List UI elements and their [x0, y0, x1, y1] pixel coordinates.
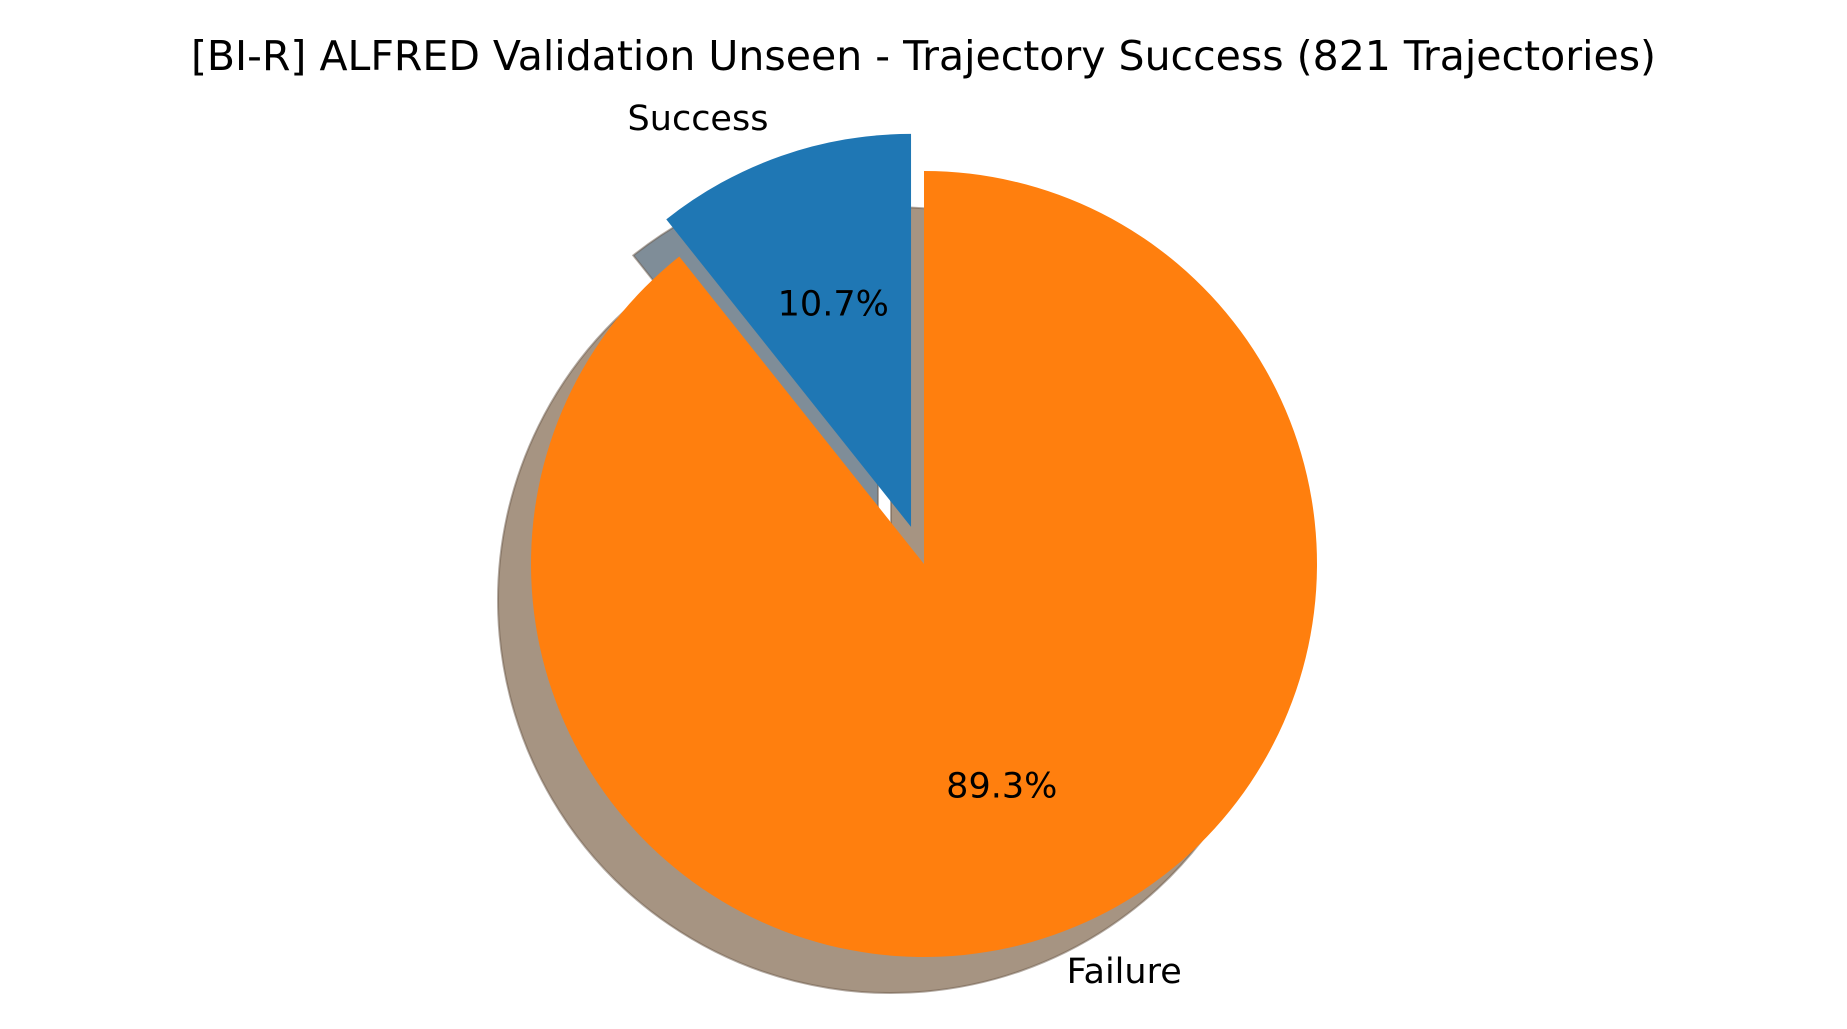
- pie-labels: Success 10.7% Failure 89.3%: [628, 99, 1182, 992]
- pie-slices: [531, 133, 1318, 957]
- success-label: Success: [628, 99, 769, 139]
- chart-title: [BI-R] ALFRED Validation Unseen - Trajec…: [190, 32, 1657, 80]
- failure-percent-label: 89.3%: [946, 767, 1057, 807]
- success-slice: [666, 133, 912, 527]
- failure-slice: [531, 171, 1318, 957]
- failure-label: Failure: [1067, 952, 1182, 992]
- success-percent-label: 10.7%: [778, 284, 889, 324]
